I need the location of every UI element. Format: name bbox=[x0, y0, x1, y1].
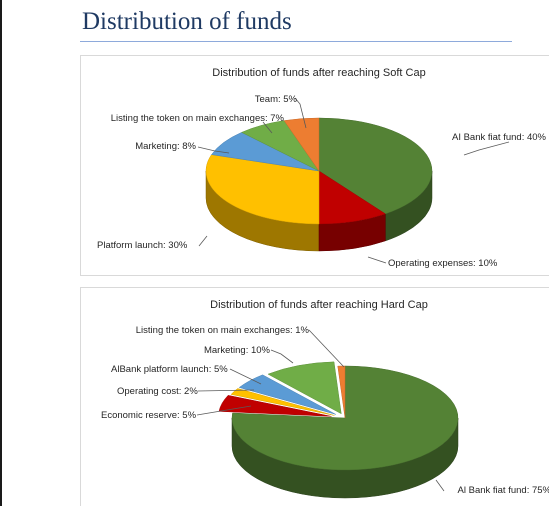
leader-line-ai-bank-fiat-fund bbox=[463, 141, 510, 156]
data-label-marketing: Marketing: 10% bbox=[204, 345, 271, 356]
leader-line-albank-platform-launch bbox=[229, 368, 262, 385]
page-left-border bbox=[0, 0, 2, 506]
leader-line-team bbox=[294, 97, 307, 129]
data-label-albank-platform-launch: AlBank platform launch: 5% bbox=[111, 364, 228, 375]
pie-slice-listing-the-token-on-main-exchanges bbox=[337, 365, 346, 419]
leader-line-platform-launch bbox=[198, 235, 208, 247]
soft-cap-chart-title: Distribution of funds after reaching Sof… bbox=[212, 67, 425, 79]
data-label-team: Team: 5% bbox=[255, 94, 298, 105]
page-title: Distribution of funds bbox=[82, 8, 292, 35]
hard-cap-chart-title: Distribution of funds after reaching Har… bbox=[210, 299, 428, 311]
soft-cap-chart-panel: AI Bank fiat fund: 40% Operating expenses… bbox=[80, 55, 549, 276]
leader-line-listing-the-token-on-main-exchanges bbox=[308, 329, 345, 368]
soft-cap-pie-chart: AI Bank fiat fund: 40% Operating expenses… bbox=[97, 67, 547, 269]
data-label-operating-cost: Operating cost: 2% bbox=[117, 386, 198, 397]
leader-line-operating-cost bbox=[197, 389, 255, 392]
pie-slice-ai-bank-fiat-fund bbox=[318, 117, 433, 215]
leader-line-listing-the-token-on-main-exchanges bbox=[262, 121, 273, 134]
data-label-operating-expenses: Operating expenses: 10% bbox=[388, 258, 498, 269]
pie-slice-operating-expenses bbox=[318, 170, 386, 225]
title-rule bbox=[80, 41, 512, 42]
data-label-platform-launch: Platform launch: 30% bbox=[97, 240, 188, 251]
data-label-listing-the-token-on-main-exchanges: Listing the token on main exchanges: 1% bbox=[136, 325, 310, 336]
data-label-marketing: Marketing: 8% bbox=[135, 141, 196, 152]
leader-line-marketing bbox=[270, 349, 294, 364]
data-label-ai-bank-fiat-fund: AI Bank fiat fund: 40% bbox=[452, 132, 547, 143]
pie-slice-team bbox=[283, 117, 320, 172]
leader-line-economic-reserve bbox=[196, 405, 252, 416]
pie-slice-platform-launch bbox=[205, 154, 320, 225]
leader-line-operating-expenses bbox=[367, 256, 387, 264]
pie-slice-albank-platform-launch bbox=[238, 374, 336, 415]
pie-slice-marketing bbox=[267, 361, 342, 415]
data-label-listing-the-token-on-main-exchanges: Listing the token on main exchanges: 7% bbox=[111, 113, 285, 124]
pie-slice-operating-cost bbox=[230, 388, 335, 416]
data-label-al-bank-fiat-fund: Al Bank fiat fund: 75% bbox=[458, 485, 549, 496]
hard-cap-chart-panel: Al Bank fiat fund: 75% Economic reserve: … bbox=[80, 287, 549, 506]
leader-line-marketing bbox=[197, 146, 230, 154]
pie-slice-al-bank-fiat-fund bbox=[231, 365, 459, 471]
leader-line-al-bank-fiat-fund bbox=[435, 479, 445, 492]
data-label-economic-reserve: Economic reserve: 5% bbox=[101, 410, 197, 421]
hard-cap-pie-chart: Al Bank fiat fund: 75% Economic reserve: … bbox=[101, 299, 549, 499]
